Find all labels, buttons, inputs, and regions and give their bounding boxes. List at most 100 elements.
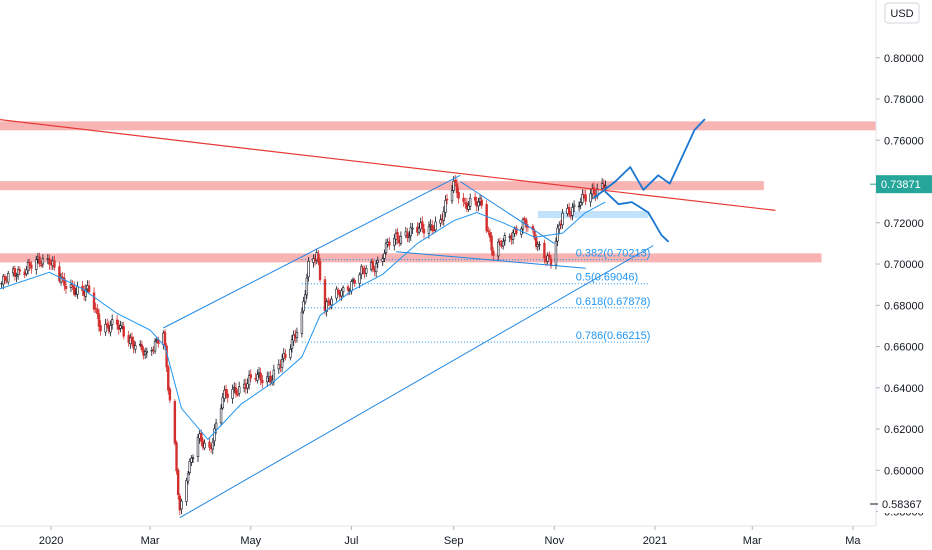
candle-body [341,287,345,293]
price-tick-label: 0.60000 [884,465,924,477]
candle-body [16,269,20,275]
bullish-projection-path [593,118,706,199]
candle-body [92,292,96,310]
candle-body [318,260,322,280]
price-tick-label: 0.68000 [884,300,924,312]
candle-body [477,201,480,207]
candle-body [434,221,437,231]
chart-plot-area[interactable] [0,0,876,526]
candle-body [468,198,472,207]
candle-body [498,240,502,243]
candle-body [106,323,109,327]
candle-body [247,375,251,386]
candle-body [558,224,561,230]
candle-body [115,319,119,325]
candle-body [223,389,226,399]
candle-body [422,228,426,234]
price-tags: 0.73871 0.58367 [870,175,932,513]
candle-body [487,230,490,232]
candle-body [467,205,470,210]
candle-body [431,225,434,231]
candle-body [556,227,559,242]
candle-body [492,250,495,256]
candle-body [546,255,549,262]
candle-body [87,285,91,293]
candle-body [71,285,74,287]
candle-body [381,258,384,262]
candle-body [122,326,125,337]
time-axis[interactable]: 2020 Mar May Jul Sep Nov 2021 Mar Ma [39,526,862,547]
candle-body [58,266,61,282]
candle-body [272,369,276,382]
candle-body [259,372,262,381]
candle-body [442,211,445,221]
fib-level-label: 0.786(0.66215) [576,330,651,342]
currency-button[interactable]: USD [884,2,920,24]
red-trendline [0,119,776,211]
candle-body [515,227,518,234]
candle-body [261,379,264,384]
candle-body [365,268,368,274]
candle-body [35,259,38,270]
candle-body [307,260,310,278]
low-price-label: 0.58367 [882,499,922,511]
candle-body [97,313,101,327]
resistance-zones [0,121,876,263]
candle-body [376,260,379,263]
candle-body [393,238,396,246]
candle-body [572,204,576,208]
candle-body [134,345,137,350]
candle-body [503,235,507,242]
candle-body [246,383,249,389]
candle-body [340,290,343,297]
candle-body [584,194,587,202]
candle-body [548,254,551,258]
time-tick-label: Jul [344,535,358,547]
candle-body [488,232,492,238]
channel-lower-line [179,245,654,519]
candle-body [480,199,483,206]
candle-body [191,457,195,459]
candle-body [269,376,272,384]
candle-body [432,229,436,232]
candle-body [336,289,340,293]
triangle-lower-line [395,251,586,269]
candle-body [18,269,21,272]
candle-body [256,374,259,381]
candle-body [351,279,355,281]
candle-body [48,258,51,265]
channel-upper-line [163,174,461,329]
candle-body [384,242,388,253]
candle-body [538,243,541,246]
candle-body [76,286,79,295]
candle-body [571,207,574,216]
candle-body [238,386,241,394]
candle-body [26,262,30,271]
moving-average-line [0,201,606,441]
price-axis[interactable]: 0.800000.780000.760000.740000.720000.700… [876,53,924,519]
candle-body [104,323,107,333]
candle-body [211,441,215,450]
candle-body [175,442,178,472]
triangle-upper-line [460,181,555,244]
candle-body [94,307,97,310]
candle-body [300,311,304,334]
candle-body [290,339,294,349]
candle-body [109,325,112,333]
candle-body [7,273,10,283]
candle-body [96,309,99,315]
candle-body [295,331,299,338]
candle-body [185,480,188,502]
candle-body [224,389,228,395]
candle-body [221,397,224,409]
candle-body [421,221,424,229]
candle-body [226,393,229,398]
candle-body [454,179,457,183]
candle-body [153,340,157,352]
candle-body [374,263,378,273]
price-tick-label: 0.70000 [884,259,924,271]
candle-body [234,387,238,395]
time-tick-label: 2020 [39,535,63,547]
time-tick-label: May [240,535,261,547]
